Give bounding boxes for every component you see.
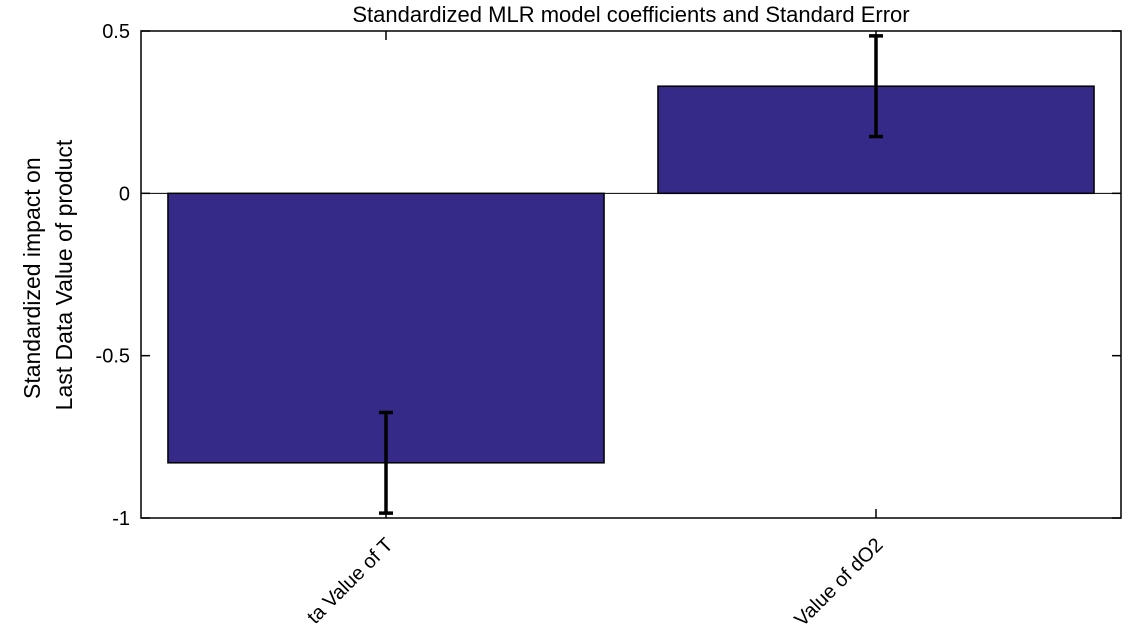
- y-tick-label-3: -0.5: [96, 346, 130, 368]
- x-tick-label-1: ta Value of T: [303, 534, 397, 628]
- axes-box: [140, 30, 1122, 519]
- y-axis-label: Standardized impact on Last Data Value o…: [19, 139, 77, 410]
- y-tick-label-4: -1: [112, 508, 130, 530]
- y-axis-label-line-1: Standardized impact on: [19, 157, 45, 399]
- plot-area: [141, 34, 1121, 515]
- y-tick-label-2: 0: [119, 183, 130, 205]
- y-axis-label-line-2: Last Data Value of product: [51, 139, 77, 410]
- y-tick-label-1: 0.5: [102, 21, 130, 43]
- x-tick-label-2: Value of dO2: [790, 534, 887, 631]
- chart-title: Standardized MLR model coefficients and …: [352, 2, 909, 27]
